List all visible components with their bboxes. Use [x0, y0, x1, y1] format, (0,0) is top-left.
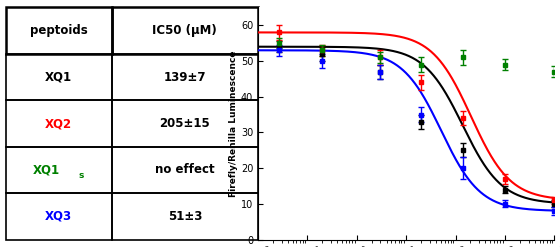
Text: XQ3: XQ3 [45, 210, 72, 223]
Text: 205±15: 205±15 [160, 117, 210, 130]
Bar [111, 7, 258, 54]
Bar [111, 193, 258, 240]
Text: XQ1: XQ1 [32, 164, 59, 176]
Text: IC50 (μM): IC50 (μM) [152, 24, 217, 37]
Bar [6, 147, 111, 193]
Bar [6, 7, 111, 54]
Text: 139±7: 139±7 [164, 71, 206, 83]
Text: XQ1: XQ1 [45, 71, 72, 83]
Text: peptoids: peptoids [30, 24, 87, 37]
Bar [111, 147, 258, 193]
Text: no effect: no effect [155, 164, 214, 176]
Text: s: s [78, 171, 84, 180]
Bar [111, 54, 258, 100]
Text: 51±3: 51±3 [167, 210, 202, 223]
Text: XQ2: XQ2 [45, 117, 72, 130]
Y-axis label: Firefly/Renilla Luminescence: Firefly/Renilla Luminescence [229, 50, 238, 197]
Bar [6, 54, 111, 100]
Bar [6, 193, 111, 240]
Bar [6, 100, 111, 147]
Bar [111, 100, 258, 147]
